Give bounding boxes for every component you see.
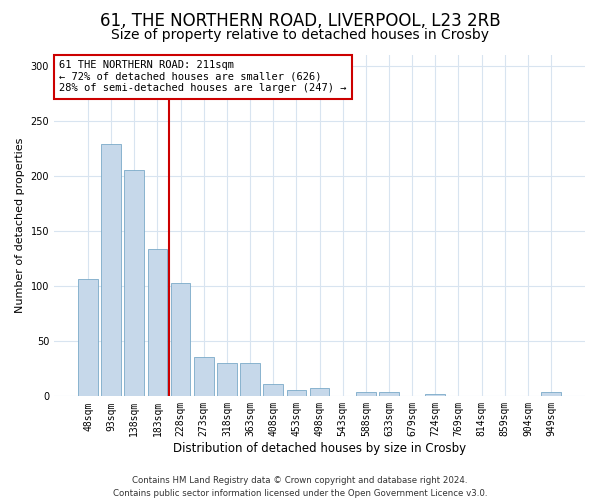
X-axis label: Distribution of detached houses by size in Crosby: Distribution of detached houses by size … (173, 442, 466, 455)
Bar (287, 390, 306, 396)
Bar (217, 364, 237, 396)
Bar (263, 384, 283, 396)
Bar (78, 278, 98, 396)
Bar (148, 249, 167, 396)
Bar (101, 144, 121, 397)
Text: Contains HM Land Registry data © Crown copyright and database right 2024.
Contai: Contains HM Land Registry data © Crown c… (113, 476, 487, 498)
Text: 61 THE NORTHERN ROAD: 211sqm
← 72% of detached houses are smaller (626)
28% of s: 61 THE NORTHERN ROAD: 211sqm ← 72% of de… (59, 60, 347, 94)
Bar (124, 170, 144, 396)
Text: 61, THE NORTHERN ROAD, LIVERPOOL, L23 2RB: 61, THE NORTHERN ROAD, LIVERPOOL, L23 2R… (100, 12, 500, 30)
Bar (379, 392, 399, 396)
Bar (240, 364, 260, 396)
Bar (541, 392, 561, 396)
Bar (194, 356, 214, 397)
Bar (310, 388, 329, 396)
Bar (356, 392, 376, 396)
Y-axis label: Number of detached properties: Number of detached properties (15, 138, 25, 314)
Text: Size of property relative to detached houses in Crosby: Size of property relative to detached ho… (111, 28, 489, 42)
Bar (425, 394, 445, 396)
Bar (171, 283, 190, 397)
